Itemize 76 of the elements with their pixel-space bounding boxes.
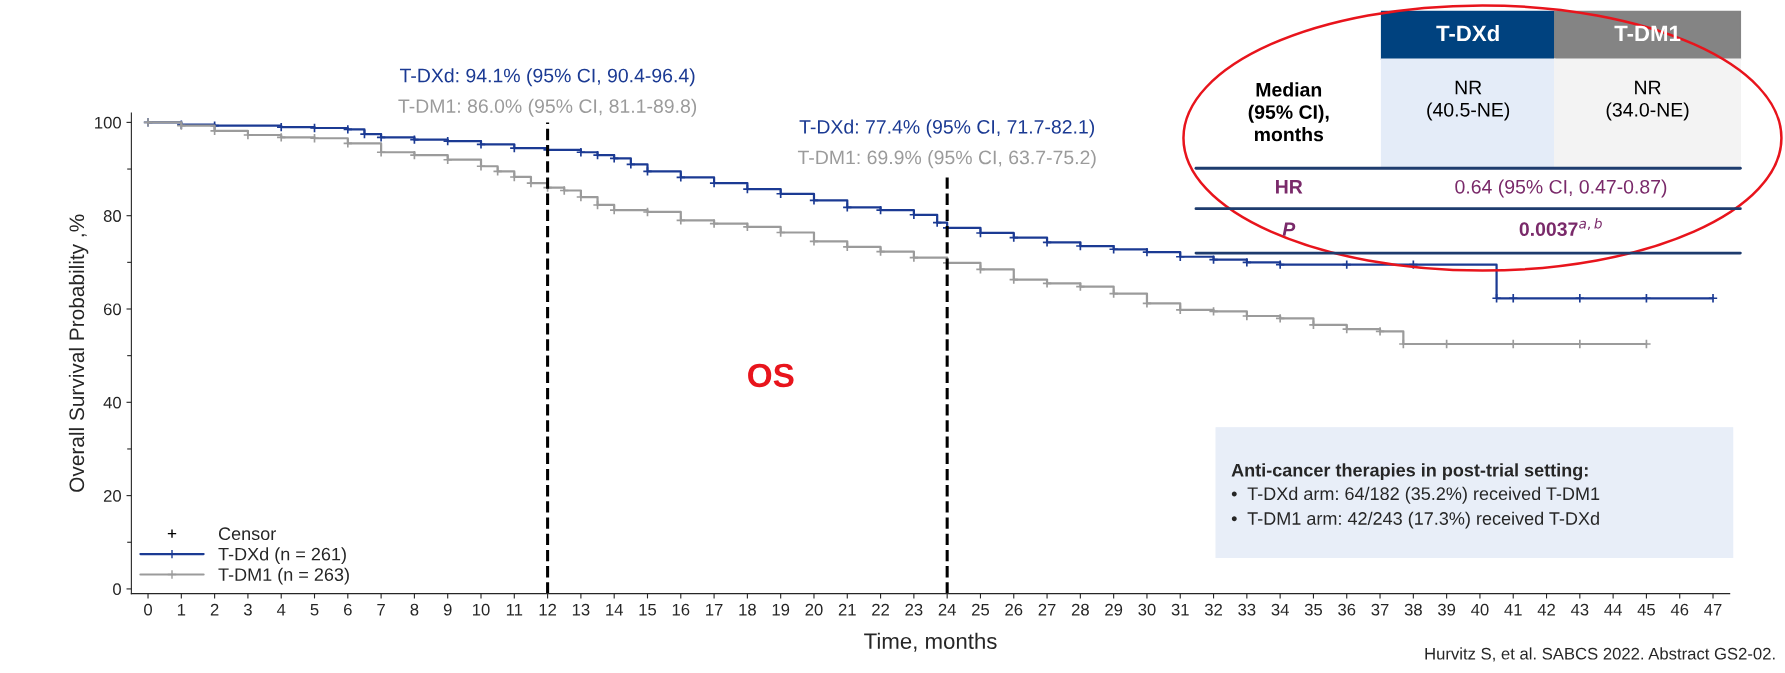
x-tick-label: 3 bbox=[243, 603, 252, 616]
x-tick-label: 44 bbox=[1604, 603, 1622, 616]
x-tick-label: 34 bbox=[1271, 603, 1289, 616]
text: Anti-cancer therapies in post-trial setting: bbox=[1231, 463, 1588, 481]
legend-label: T-DXd (n = 261) bbox=[218, 547, 346, 565]
annotation: P bbox=[1282, 222, 1296, 236]
annotation: HR bbox=[1276, 180, 1303, 194]
x-axis-title: Time, months bbox=[864, 632, 997, 652]
legend-label: T-DM1 (n = 263) bbox=[218, 567, 349, 585]
x-tick-label: 32 bbox=[1204, 603, 1222, 616]
annotation: NR (34.0-NE) bbox=[1606, 80, 1689, 121]
x-tick-label: 41 bbox=[1504, 603, 1522, 616]
x-tick-label: 19 bbox=[772, 603, 790, 616]
x-tick-label: 14 bbox=[606, 603, 623, 616]
annotation: T-DXd: 77.4% (95% CI, 71.7-82.1) bbox=[799, 119, 1095, 138]
x-tick-label: 17 bbox=[706, 603, 723, 616]
x-tick-label: 27 bbox=[1038, 603, 1056, 616]
x-tick-label: 30 bbox=[1138, 603, 1156, 616]
x-tick-label: 40 bbox=[1471, 603, 1489, 616]
x-tick-label: 31 bbox=[1171, 603, 1189, 616]
y-tick-label: 60 bbox=[103, 303, 121, 316]
annotation: NR (40.5-NE) bbox=[1427, 80, 1510, 121]
annotation: T-DM1: 86.0% (95% CI, 81.1-89.8) bbox=[398, 98, 697, 117]
x-tick-label: 11 bbox=[506, 603, 523, 616]
x-tick-label: 1 bbox=[177, 603, 186, 616]
annotation: • T-DXd arm: 64/182 (35.2%) received T-DM1 bbox=[1231, 486, 1600, 504]
x-tick-label: 2 bbox=[210, 603, 219, 616]
x-tick-label: 13 bbox=[572, 603, 590, 616]
x-tick-label: 35 bbox=[1304, 603, 1323, 616]
x-tick-label: 16 bbox=[672, 603, 690, 616]
x-tick-label: 22 bbox=[872, 603, 890, 616]
x-tick-label: 12 bbox=[539, 603, 557, 616]
x-tick-label: 26 bbox=[1005, 603, 1023, 616]
x-tick-label: 42 bbox=[1537, 603, 1555, 616]
x-tick-label: 29 bbox=[1105, 603, 1123, 616]
x-tick-label: 5 bbox=[310, 603, 319, 616]
x-tick-label: 8 bbox=[410, 603, 419, 616]
x-tick-label: 9 bbox=[443, 603, 452, 616]
y-axis-title: Overall Survival Probability ,% bbox=[68, 214, 89, 492]
annotation: • T-DM1 arm: 42/243 (17.3%) received T-DXd bbox=[1231, 511, 1599, 529]
annotation: 0.0037$^{a,b}$ bbox=[1519, 218, 1602, 237]
text: Hurvitz S, et al. SABCS 2022. Abstract GS2-02. bbox=[1425, 647, 1775, 662]
x-tick-label: 24 bbox=[938, 603, 956, 616]
x-tick-label: 25 bbox=[972, 603, 990, 616]
y-tick-label: 20 bbox=[103, 490, 121, 502]
x-tick-label: 38 bbox=[1404, 603, 1422, 616]
x-tick-label: 20 bbox=[805, 603, 823, 616]
y-tick-label: 80 bbox=[103, 210, 121, 222]
x-tick-label: 4 bbox=[276, 603, 286, 616]
x-tick-label: 33 bbox=[1238, 603, 1256, 616]
y-tick-label: 40 bbox=[103, 396, 121, 409]
x-tick-label: 21 bbox=[838, 603, 856, 616]
annotation: OS bbox=[748, 363, 794, 388]
x-tick-label: 23 bbox=[905, 603, 923, 616]
x-tick-label: 36 bbox=[1338, 603, 1356, 616]
annotation: T-DM1: 69.9% (95% CI, 63.7-75.2) bbox=[797, 150, 1096, 169]
annotation: Median (95% CI), months bbox=[1248, 82, 1329, 142]
x-tick-label: 0 bbox=[144, 603, 153, 616]
x-tick-label: 28 bbox=[1071, 603, 1089, 616]
x-tick-label: 10 bbox=[473, 603, 490, 616]
text: T-DXd bbox=[1436, 24, 1499, 42]
x-tick-label: 6 bbox=[344, 603, 352, 616]
x-tick-label: 47 bbox=[1704, 603, 1722, 616]
y-tick-label: 100 bbox=[95, 116, 121, 129]
annotation: 0.64 (95% CI, 0.47-0.87) bbox=[1455, 179, 1667, 198]
x-tick-label: 18 bbox=[739, 603, 756, 616]
x-tick-label: 43 bbox=[1570, 603, 1589, 616]
text: T-DXd: 94.1% (95% CI, 90.4-96.4) bbox=[399, 68, 695, 87]
x-tick-label: 39 bbox=[1438, 603, 1456, 616]
x-tick-label: 15 bbox=[639, 603, 657, 616]
legend-title: Censor bbox=[218, 527, 276, 541]
x-tick-label: 7 bbox=[377, 603, 385, 616]
y-tick-label: 0 bbox=[113, 583, 121, 596]
x-tick-label: 46 bbox=[1670, 603, 1689, 616]
x-tick-label: 45 bbox=[1637, 603, 1655, 616]
x-tick-label: 37 bbox=[1371, 603, 1389, 616]
